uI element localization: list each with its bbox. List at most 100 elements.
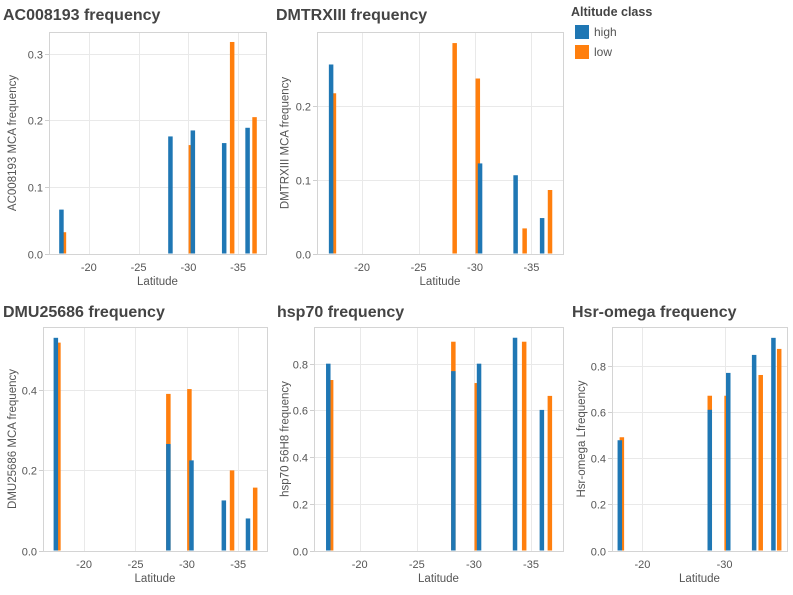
bar-low[interactable] [522, 228, 527, 254]
bar-high[interactable] [168, 136, 173, 254]
bar-high[interactable] [166, 443, 171, 551]
bar-high[interactable] [326, 363, 331, 551]
y-tick-label: 0.6 [591, 408, 606, 420]
bar-low[interactable] [758, 374, 763, 551]
y-tick-label: 0.2 [28, 116, 43, 128]
bar-high[interactable] [245, 518, 251, 551]
bar-high[interactable] [512, 337, 518, 551]
y-tick-label: 0.0 [293, 547, 308, 559]
x-tick-label: -30 [179, 559, 195, 571]
x-tick-label: -20 [634, 559, 650, 571]
y-tick-label: 0.0 [28, 250, 43, 262]
bar-low[interactable] [252, 117, 257, 254]
legend-label-high: high [594, 24, 617, 39]
legend-item-low[interactable]: low [575, 42, 771, 61]
y-tick-label: 0.0 [591, 547, 606, 559]
bar-low[interactable] [776, 348, 782, 551]
bar-high[interactable] [221, 500, 227, 551]
bar-low[interactable] [474, 383, 480, 551]
y-axis-title: DMU25686 MCA frequency [7, 369, 19, 509]
bar-low[interactable] [475, 78, 481, 254]
chart-title: DMTRXIII frequency [276, 7, 427, 24]
bar-high[interactable] [328, 64, 334, 254]
bar-low[interactable] [547, 190, 553, 254]
y-tick-label: 0.1 [296, 176, 311, 188]
bar-low[interactable] [56, 342, 61, 551]
legend-title: Altitude class [571, 5, 653, 19]
y-axis-title: DMTRXIII MCA frequency [280, 77, 292, 210]
y-tick-label: 0.0 [296, 250, 311, 262]
chart-title: Hsr-omega frequency [572, 304, 737, 321]
bar-high[interactable] [771, 337, 776, 551]
x-tick-label: -35 [230, 262, 246, 274]
plot-frame [49, 32, 267, 255]
chart-title: AC008193 frequency [3, 7, 161, 24]
x-tick-label: -35 [523, 559, 539, 571]
bar-high[interactable] [476, 363, 482, 551]
x-tick-label: -20 [354, 262, 370, 274]
x-tick-label: -20 [81, 262, 97, 274]
y-tick-label: 0.2 [293, 500, 308, 512]
chart-dmu25686: DMU25686 frequency 0.0 0.2 0.4 -20 -25 -30 -35 L… [3, 304, 268, 585]
y-tick-label: 0.4 [293, 453, 308, 465]
plot-frame [314, 327, 564, 552]
x-tick-label: -35 [523, 262, 539, 274]
y-tick-label: 0.0 [22, 547, 37, 559]
x-tick-label: -30 [466, 559, 482, 571]
bar-high[interactable] [190, 130, 196, 254]
bar-low[interactable] [547, 395, 553, 551]
bar-high[interactable] [477, 163, 483, 254]
x-tick-label: -25 [409, 559, 425, 571]
bar-high[interactable] [189, 460, 194, 551]
x-axis-title: Latitude [420, 276, 461, 288]
y-axis-title: Hsr-omega Lfrequency [576, 380, 588, 497]
bar-low[interactable] [452, 43, 457, 254]
plot-frame [43, 327, 268, 552]
bar-low[interactable] [328, 380, 334, 551]
bar-high[interactable] [451, 371, 456, 551]
bar-low[interactable] [61, 232, 67, 254]
y-tick-label: 0.4 [591, 454, 606, 466]
bar-high[interactable] [751, 354, 757, 551]
y-tick-label: 0.2 [296, 102, 311, 114]
x-axis-title: Latitude [135, 573, 176, 585]
bar-low[interactable] [229, 41, 235, 254]
bar-high[interactable] [539, 409, 545, 551]
x-tick-label: -30 [467, 262, 483, 274]
x-tick-label: -30 [717, 559, 733, 571]
bar-high[interactable] [539, 218, 545, 254]
bar-high[interactable] [59, 209, 64, 254]
bar-low[interactable] [521, 341, 527, 551]
y-tick-label: 0.1 [28, 183, 43, 195]
bar-high[interactable] [513, 175, 518, 254]
bar-high[interactable] [707, 409, 713, 551]
bar-low[interactable] [252, 487, 258, 551]
bar-high[interactable] [726, 372, 731, 551]
y-tick-label: 0.4 [22, 386, 37, 398]
x-axis-title: Latitude [679, 573, 720, 585]
x-tick-label: -30 [180, 262, 196, 274]
x-tick-label: -35 [230, 559, 246, 571]
plot-frame [612, 327, 788, 552]
x-tick-label: -25 [128, 559, 144, 571]
y-tick-label: 0.3 [28, 50, 43, 62]
y-tick-label: 0.2 [591, 500, 606, 512]
x-tick-label: -20 [76, 559, 92, 571]
legend-swatch-low [575, 44, 589, 59]
bar-high[interactable] [617, 440, 623, 551]
bar-low[interactable] [331, 93, 337, 254]
chart-title: DMU25686 frequency [3, 304, 165, 321]
x-tick-label: -25 [411, 262, 427, 274]
bar-high[interactable] [53, 337, 59, 551]
bar-high[interactable] [221, 143, 227, 254]
chart-title: hsp70 frequency [277, 304, 404, 321]
legend: Altitude class high low [571, 4, 771, 61]
bar-high[interactable] [245, 127, 250, 254]
plot-frame [317, 32, 564, 255]
legend-item-high[interactable]: high [575, 22, 771, 41]
y-axis-title: hsp70 56H8 frequency [280, 381, 292, 497]
bar-low[interactable] [229, 470, 235, 551]
legend-swatch-high [575, 24, 589, 39]
chart-dmtrxiii: DMTRXIII frequency 0.0 0.1 0.2 -20 -25 -30 -35 L… [276, 7, 564, 288]
